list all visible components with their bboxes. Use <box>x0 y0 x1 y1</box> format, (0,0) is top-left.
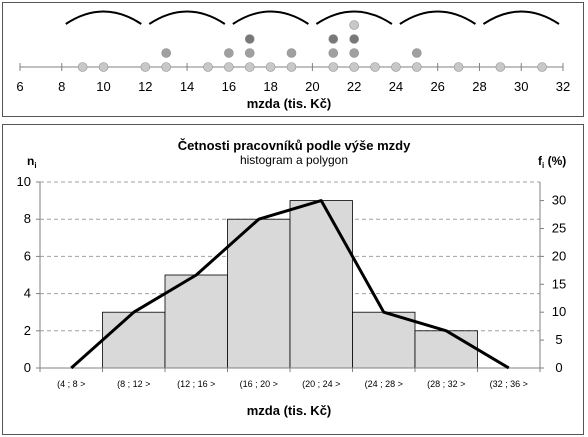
dot-plot-point <box>370 62 380 72</box>
left-axis-label: ni <box>27 154 37 170</box>
group-arc <box>148 10 226 25</box>
histogram-panel: Četnosti pracovníků podle výše mzdy hist… <box>2 124 584 435</box>
dot-plot-tick-label: 26 <box>430 79 444 94</box>
dot-plot-point <box>77 62 88 72</box>
x-tick-label: (32 ; 36 > <box>490 379 528 389</box>
right-axis-label-main: f <box>538 154 543 168</box>
dot-plot-tick-label: 20 <box>305 79 319 94</box>
dot-plot-point <box>265 62 276 72</box>
dot-plot-point <box>140 62 151 72</box>
histogram-x-axis-title: mzda (tis. Kč) <box>247 403 332 418</box>
dot-plot-tick-label: 30 <box>514 79 528 94</box>
dot-plot-tick-label: 14 <box>180 79 194 94</box>
dot-plot-tick-label: 12 <box>138 79 152 94</box>
left-axis-label-sub: i <box>34 161 36 170</box>
dot-plot-point <box>453 62 464 72</box>
x-tick-label: (12 ; 16 > <box>177 379 215 389</box>
dot-plot-point <box>286 48 297 58</box>
dot-plot-tick-label: 32 <box>556 79 570 94</box>
dot-plot-tick-label: 24 <box>389 79 403 94</box>
x-tick-label: (8 ; 12 > <box>117 379 150 389</box>
group-arc <box>399 10 477 25</box>
dot-plot-point <box>349 34 359 44</box>
dot-plot-axis: 6 8 10 12 14 16 18 20 22 24 26 28 30 32 <box>16 63 570 94</box>
left-tick-label: 2 <box>24 323 31 338</box>
x-tick-label: (20 ; 24 > <box>302 379 340 389</box>
right-axis-label-suffix: (%) <box>544 154 566 168</box>
histogram-chart: Četnosti pracovníků podle výše mzdy hist… <box>17 138 567 418</box>
dot-plot-tick-label: 6 <box>16 79 23 94</box>
dot-plot-point <box>224 48 234 58</box>
dot-plot-point <box>495 62 506 72</box>
left-tick-label: 6 <box>24 248 31 263</box>
dot-plot-chart: 6 8 10 12 14 16 18 20 22 24 26 28 30 32 mzda (tis. Kč… <box>16 10 570 111</box>
dot-plot-point <box>244 34 255 44</box>
dot-plot-x-axis-title: mzda (tis. Kč) <box>247 96 332 111</box>
right-tick-label: 20 <box>552 248 566 263</box>
dot-plot-point <box>98 62 109 72</box>
dot-plot-point <box>203 62 213 72</box>
dot-plot-dots <box>77 20 547 72</box>
histogram-bars <box>102 200 478 369</box>
group-arc <box>482 10 560 25</box>
dot-plot-point <box>328 48 339 58</box>
dot-plot-point <box>244 62 255 72</box>
x-tick-label: (24 ; 28 > <box>365 379 403 389</box>
chart-subtitle: histogram a polygon <box>240 153 348 167</box>
right-axis-label: fi (%) <box>538 154 566 170</box>
dot-plot-point <box>412 62 422 72</box>
dot-plot-tick-label: 22 <box>347 79 361 94</box>
polygon-line <box>70 199 510 370</box>
dot-plot-point <box>161 48 171 58</box>
x-tick-label: (28 ; 32 > <box>427 379 465 389</box>
right-tick-label: 5 <box>555 332 562 347</box>
dot-plot-point <box>349 48 359 58</box>
chart-title: Četnosti pracovníků podle výše mzdy <box>178 138 411 153</box>
dot-plot-point <box>244 48 255 58</box>
dot-plot-point <box>349 20 359 30</box>
dot-plot-point <box>349 62 359 72</box>
histogram-bar <box>414 330 478 369</box>
histogram-bar <box>102 311 166 369</box>
right-tick-label: 15 <box>552 276 566 291</box>
right-tick-label: 0 <box>555 360 562 375</box>
dot-plot-tick-label: 10 <box>96 79 110 94</box>
dot-plot-point <box>161 62 171 72</box>
group-arc <box>232 10 309 25</box>
right-tick-label: 10 <box>552 304 566 319</box>
group-arcs <box>65 10 560 25</box>
histogram-bar <box>164 274 228 369</box>
dot-plot-point <box>224 62 234 72</box>
left-tick-label: 0 <box>24 360 31 375</box>
dot-plot-tick-label: 8 <box>58 79 65 94</box>
left-axis-label-main: n <box>27 154 34 168</box>
histogram-bar <box>289 200 353 369</box>
dot-plot-tick-label: 16 <box>222 79 236 94</box>
group-arc <box>65 10 142 25</box>
group-arc <box>315 10 393 25</box>
histogram-bar <box>227 218 291 369</box>
right-axis-label-sub: i <box>542 161 544 170</box>
dot-plot-point <box>328 34 339 44</box>
left-tick-label: 8 <box>24 211 31 226</box>
dot-plot-tick-label: 28 <box>472 79 486 94</box>
left-tick-label: 10 <box>17 174 31 189</box>
dot-plot-point <box>412 48 422 58</box>
right-tick-label: 25 <box>552 220 566 235</box>
frequency-polygon <box>70 199 510 370</box>
x-tick-label: (16 ; 20 > <box>240 379 278 389</box>
dot-plot-point <box>537 62 547 72</box>
dot-plot-point <box>328 62 339 72</box>
left-tick-label: 4 <box>24 286 31 301</box>
right-tick-label: 30 <box>552 193 566 208</box>
dot-plot-panel: 6 8 10 12 14 16 18 20 22 24 26 28 30 32 mzda (tis. Kč… <box>2 2 584 117</box>
histogram-bar <box>352 311 416 369</box>
dot-plot-point <box>391 62 401 72</box>
dot-plot-point <box>286 62 297 72</box>
x-tick-label: (4 ; 8 > <box>57 379 85 389</box>
histogram-axes: 0 2 4 6 8 10 0 5 10 15 20 25 30 (4 ; 8 > (8 ; 12 > (12 … <box>17 174 567 389</box>
dot-plot-tick-label: 18 <box>263 79 277 94</box>
